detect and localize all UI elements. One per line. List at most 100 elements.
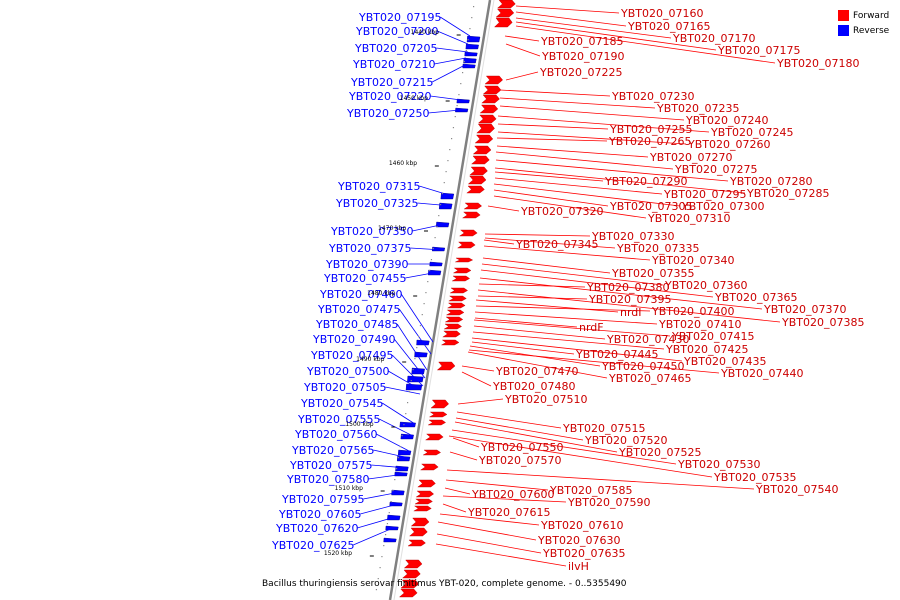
forward-gene-label: YBT020_07520 xyxy=(584,434,667,447)
scale-dot xyxy=(445,171,447,173)
scale-dot xyxy=(423,303,425,305)
reverse-leader-line xyxy=(405,271,439,279)
scale-dot xyxy=(419,325,422,327)
reverse-leader-line xyxy=(437,30,469,45)
forward-gene-label: nrdF xyxy=(579,321,604,334)
forward-gene-arrow xyxy=(452,267,472,274)
forward-leader-line xyxy=(445,479,549,491)
reverse-gene-arrow xyxy=(464,51,478,57)
reverse-gene-arrow xyxy=(399,421,416,428)
reverse-gene-label: YBT020_07490 xyxy=(312,333,395,346)
forward-gene-label: ilvH xyxy=(568,560,589,573)
reverse-gene-arrow xyxy=(397,449,412,456)
forward-leader-line xyxy=(487,205,520,212)
reverse-leader-line xyxy=(368,473,406,480)
reverse-gene-label: YBT020_07485 xyxy=(315,318,398,331)
reverse-gene-label: YBT020_07575 xyxy=(289,459,372,472)
forward-gene-arrow xyxy=(414,498,433,505)
scale-dot xyxy=(401,435,403,437)
forward-gene-label: YBT020_07445 xyxy=(575,348,658,361)
reverse-gene-label: YBT020_07215 xyxy=(350,76,433,89)
reverse-leader-line xyxy=(353,527,394,546)
reverse-gene-label: YBT020_07205 xyxy=(354,42,437,55)
reverse-gene-arrow xyxy=(466,35,481,43)
scale-mark-label: 1500 kbp xyxy=(345,421,373,428)
scale-dot xyxy=(471,17,473,19)
reverse-gene-label: YBT020_07560 xyxy=(294,428,377,441)
forward-gene-arrow xyxy=(466,185,485,194)
scale-dot xyxy=(386,523,389,525)
forward-gene-label: YBT020_07180 xyxy=(776,57,859,70)
forward-leader-line xyxy=(505,71,539,81)
forward-leader-line xyxy=(499,105,685,121)
forward-gene-arrow xyxy=(476,123,495,134)
forward-gene-label: YBT020_07160 xyxy=(620,7,703,20)
forward-leader-line xyxy=(497,131,687,145)
reverse-gene-label: YBT020_07505 xyxy=(303,381,386,394)
scale-dot xyxy=(434,237,436,239)
forward-leader-line xyxy=(454,421,618,453)
forward-gene-label: YBT020_07600 xyxy=(471,488,554,501)
forward-gene-label: YBT020_07165 xyxy=(627,20,710,33)
scale-dot xyxy=(443,182,445,184)
forward-gene-label: YBT020_07170 xyxy=(672,32,755,45)
reverse-gene-arrow xyxy=(400,433,414,440)
forward-gene-arrow xyxy=(495,8,515,18)
forward-gene-arrow xyxy=(420,463,439,471)
scale-dot xyxy=(430,259,433,261)
reverse-leader-line xyxy=(410,247,444,251)
forward-gene-label: YBT020_07275 xyxy=(674,163,757,176)
forward-gene-label: YBT020_07525 xyxy=(618,446,701,459)
forward-gene-label: YBT020_07430 xyxy=(606,333,689,346)
scale-dot xyxy=(410,380,412,382)
reverse-gene-label: YBT020_07475 xyxy=(317,303,400,316)
forward-gene-label: YBT020_07320 xyxy=(520,205,603,218)
reverse-leader-line xyxy=(412,223,446,232)
scale-dot xyxy=(447,160,449,162)
forward-leader-line xyxy=(493,195,647,219)
forward-gene-arrow xyxy=(462,211,481,219)
forward-gene-label: YBT020_07550 xyxy=(480,441,563,454)
forward-leader-line xyxy=(497,123,609,130)
forward-gene-label: YBT020_07535 xyxy=(713,471,796,484)
scale-mark-label: 1510 kbp xyxy=(335,485,363,492)
scale-dot xyxy=(399,446,401,448)
forward-leader-line xyxy=(452,437,480,448)
forward-leader-line xyxy=(495,151,674,170)
reverse-gene-label: YBT020_07495 xyxy=(310,349,393,362)
forward-leader-line xyxy=(479,277,763,310)
reverse-leader-line xyxy=(419,185,453,197)
scale-dot xyxy=(432,248,434,250)
reverse-leader-line xyxy=(391,354,424,387)
forward-gene-arrow xyxy=(400,579,419,589)
forward-gene-arrow xyxy=(477,114,497,124)
forward-leader-line xyxy=(439,513,540,526)
reverse-leader-line xyxy=(363,491,401,500)
forward-gene-arrow xyxy=(451,275,470,282)
reverse-gene-arrow xyxy=(414,351,428,358)
forward-gene-label: YBT020_07225 xyxy=(539,66,622,79)
reverse-gene-arrow xyxy=(465,43,479,50)
forward-gene-label: YBT020_07480 xyxy=(492,380,575,393)
scale-dot xyxy=(451,138,453,140)
scale-dot xyxy=(383,545,385,547)
reverse-gene-label: YBT020_07375 xyxy=(328,242,411,255)
scale-dot xyxy=(467,39,469,41)
scale-dot xyxy=(454,116,456,118)
forward-gene-label: YBT020_07185 xyxy=(540,35,623,48)
forward-gene-label: YBT020_07270 xyxy=(649,151,732,164)
scale-dot xyxy=(392,490,394,492)
reverse-gene-arrow xyxy=(411,367,425,375)
reverse-gene-label: YBT020_07250 xyxy=(346,107,429,120)
forward-leader-line xyxy=(475,299,619,313)
forward-leader-line xyxy=(515,25,776,64)
reverse-leader-line xyxy=(400,293,434,343)
reverse-leader-line xyxy=(385,386,421,395)
forward-gene-label: YBT020_07515 xyxy=(562,422,645,435)
reverse-gene-arrow xyxy=(395,465,409,472)
forward-gene-label: YBT020_07395 xyxy=(588,293,671,306)
reverse-leader-line xyxy=(379,418,414,437)
forward-leader-line xyxy=(471,337,683,362)
scale-dot xyxy=(414,358,416,360)
scale-dot xyxy=(452,127,455,129)
